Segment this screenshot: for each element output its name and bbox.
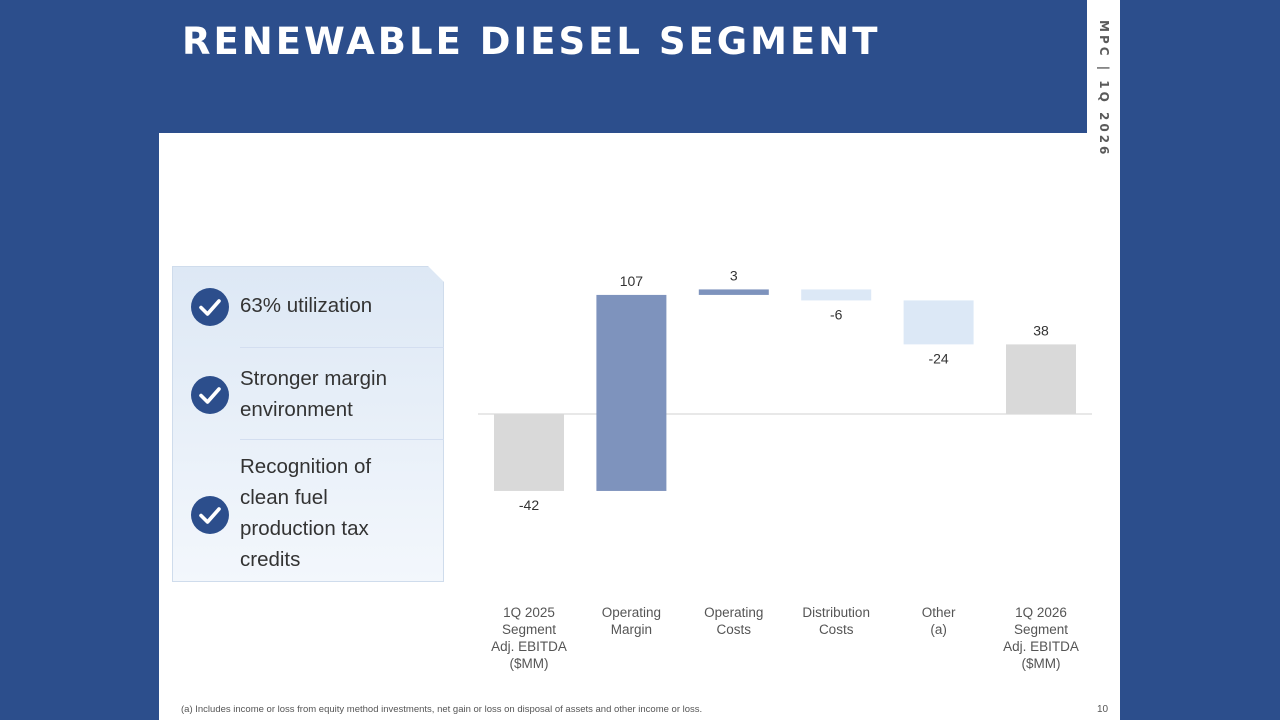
category-label: Other (a) <box>922 605 956 637</box>
checkmark-icon <box>191 288 229 326</box>
waterfall-bar <box>801 289 872 301</box>
side-strip <box>1087 0 1120 318</box>
highlight-text: Stronger margin environment <box>240 363 387 425</box>
waterfall-bar <box>903 300 974 345</box>
category-label-line: 1Q 2026 <box>1015 605 1067 620</box>
highlight-text: Recognition of clean fuel production tax cr… <box>240 451 371 575</box>
category-label-line: (a) <box>930 622 947 637</box>
checkmark-icon <box>191 376 229 414</box>
category-label-line: Margin <box>611 622 652 637</box>
page-number: 10 <box>1097 704 1109 715</box>
category-label-line: ($MM) <box>510 656 549 671</box>
highlight-text-line: Recognition of <box>240 455 372 478</box>
category-label-line: Costs <box>819 622 854 637</box>
category-label-line: Adj. EBITDA <box>491 639 567 654</box>
highlight-text-line: environment <box>240 398 353 421</box>
waterfall-bar <box>698 289 769 295</box>
side-label: MPC | 1Q 2026 <box>1097 20 1111 158</box>
category-label: Operating Costs <box>704 605 763 637</box>
highlight-text-line: credits <box>240 548 301 571</box>
waterfall-bar <box>1006 344 1076 414</box>
highlight-text-line: clean fuel <box>240 486 328 509</box>
category-label-line: Other <box>922 605 956 620</box>
highlight-item: 63% utilization <box>172 266 444 348</box>
highlight-item: Stronger margin environment <box>172 348 444 440</box>
bar-value-label: -6 <box>830 306 843 322</box>
category-label-line: Distribution <box>802 605 870 620</box>
category-label-line: Operating <box>704 605 763 620</box>
highlight-text-line: Stronger margin <box>240 367 387 390</box>
waterfall-bar <box>596 294 667 491</box>
bar-value-label: 3 <box>730 267 738 283</box>
bar-value-label: -24 <box>928 350 948 366</box>
highlight-divider <box>240 347 444 348</box>
category-label-line: Segment <box>502 622 556 637</box>
category-label: 1Q 2026 Segment Adj. EBITDA ($MM) <box>1003 605 1079 671</box>
highlight-text-line: production tax <box>240 517 369 540</box>
category-label-line: Costs <box>717 622 752 637</box>
category-label: Distribution Costs <box>802 605 870 637</box>
category-label-line: Adj. EBITDA <box>1003 639 1079 654</box>
slide-title: RENEWABLE DIESEL SEGMENT <box>182 20 881 63</box>
highlight-divider <box>240 439 444 440</box>
category-label-line: ($MM) <box>1022 656 1061 671</box>
highlight-text-line: 63% utilization <box>240 294 373 317</box>
checkmark-icon <box>191 496 229 534</box>
highlight-item: Recognition of clean fuel production tax cr… <box>172 440 444 582</box>
bar-value-label: 38 <box>1033 322 1049 338</box>
footnote: (a) Includes income or loss from equity … <box>181 704 703 715</box>
bar-value-label: -42 <box>519 497 539 513</box>
highlight-text: 63% utilization <box>240 290 372 321</box>
category-label-line: 1Q 2025 <box>503 605 555 620</box>
category-label-line: Operating <box>602 605 661 620</box>
waterfall-bar <box>494 414 564 491</box>
category-label: Operating Margin <box>602 605 661 637</box>
bar-value-label: 107 <box>620 273 644 289</box>
category-label-line: Segment <box>1014 622 1068 637</box>
category-label: 1Q 2025 Segment Adj. EBITDA ($MM) <box>491 605 567 671</box>
